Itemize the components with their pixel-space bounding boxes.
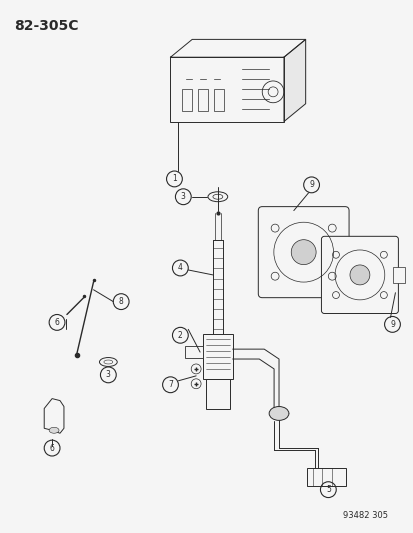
Bar: [182, 89, 192, 111]
Polygon shape: [44, 399, 64, 433]
Ellipse shape: [99, 358, 117, 367]
Text: 6: 6: [50, 443, 55, 453]
Text: 9: 9: [309, 180, 313, 189]
Text: 9: 9: [389, 320, 394, 329]
Text: 1: 1: [172, 174, 176, 183]
Text: 7: 7: [168, 380, 173, 389]
Bar: [392, 267, 404, 283]
Circle shape: [291, 240, 316, 264]
Circle shape: [349, 265, 369, 285]
Text: 4: 4: [178, 263, 183, 272]
Bar: [214, 89, 223, 111]
Text: 5: 5: [325, 485, 330, 494]
Polygon shape: [170, 39, 305, 57]
Text: 2: 2: [178, 331, 182, 340]
Text: 6: 6: [55, 318, 59, 327]
Bar: [206, 379, 229, 408]
FancyBboxPatch shape: [320, 236, 397, 313]
Ellipse shape: [268, 407, 288, 421]
Text: 3: 3: [106, 370, 111, 379]
Bar: [185, 346, 202, 358]
Bar: [306, 468, 345, 486]
Text: 3: 3: [180, 192, 185, 201]
Bar: [170, 57, 283, 122]
Ellipse shape: [49, 427, 59, 433]
Bar: [202, 334, 232, 379]
FancyBboxPatch shape: [258, 207, 348, 297]
Text: 93482 305: 93482 305: [342, 511, 387, 520]
Polygon shape: [283, 39, 305, 122]
Text: 82-305C: 82-305C: [14, 19, 79, 33]
Bar: [198, 89, 207, 111]
Ellipse shape: [207, 192, 227, 201]
Text: 8: 8: [119, 297, 123, 306]
